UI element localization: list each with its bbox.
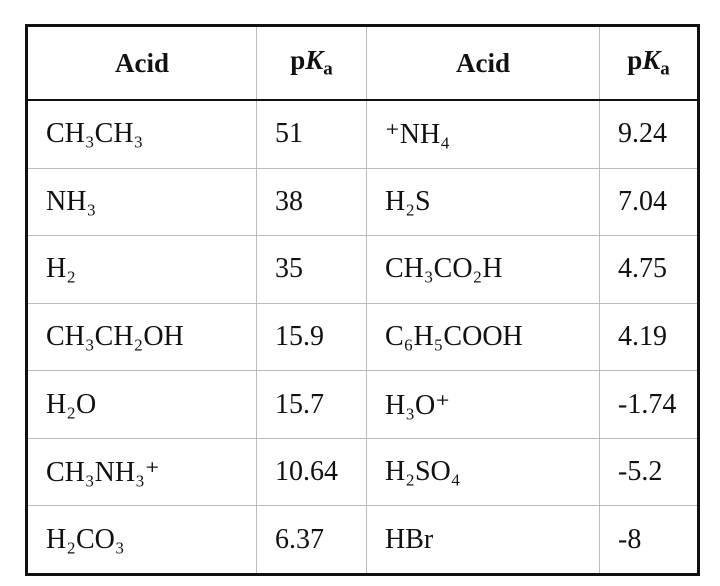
header-cell: Acid [26,25,257,101]
header-cell: Acid [366,25,600,101]
header-text: a [323,58,333,80]
header-cell: pKa [599,25,699,101]
acid-cell: H₃O⁺ [366,370,600,439]
pka-cell: -5.2 [599,437,699,507]
pka-cell: 10.64 [256,437,367,507]
acid-cell: H₂SO₄ [366,437,600,507]
acid-cell: H₂O [26,370,257,439]
header-text: K [642,45,661,76]
header-text: a [660,58,670,80]
table-head: Acid pKa Acid pKa [26,25,699,101]
pka-cell: 15.9 [256,302,367,372]
acid-cell: CH₃NH₃⁺ [26,437,257,507]
header-text: K [305,45,324,76]
acid-cell: CH₃CO₂H [366,235,600,304]
header-text: p [627,45,643,76]
pka-cell: -8 [599,505,699,575]
acid-cell: H₂ [26,235,257,304]
acid-cell: NH₃ [26,167,257,237]
table-row: CH₃CH₂OH 15.9 C₆H₅COOH 4.19 [26,302,699,372]
table-row: CH₃CH₃ 51 ⁺NH₄ 9.24 [26,99,699,169]
acid-cell: CH₃CH₂OH [26,302,257,372]
table-row: H₂O 15.7 H₃O⁺ -1.74 [26,370,699,439]
header-row: Acid pKa Acid pKa [26,25,699,101]
table-row: CH₃NH₃⁺ 10.64 H₂SO₄ -5.2 [26,437,699,507]
pka-cell: 6.37 [256,505,367,575]
acid-cell: H₂S [366,167,600,237]
pka-cell: 7.04 [599,167,699,237]
pka-cell: 4.75 [599,235,699,304]
pka-cell: 4.19 [599,302,699,372]
pka-cell: 51 [256,99,367,169]
table-row: H₂ 35 CH₃CO₂H 4.75 [26,235,699,304]
pka-cell: 35 [256,235,367,304]
acid-cell: HBr [366,505,600,575]
pka-cell: 15.7 [256,370,367,439]
table-row: H₂CO₃ 6.37 HBr -8 [26,505,699,575]
acid-cell: CH₃CH₃ [26,99,257,169]
acid-cell: H₂CO₃ [26,505,257,575]
pka-cell: 38 [256,167,367,237]
acid-cell: ⁺NH₄ [366,99,600,169]
acid-cell: C₆H₅COOH [366,302,600,372]
pka-cell: -1.74 [599,370,699,439]
header-cell: pKa [256,25,367,101]
pka-cell: 9.24 [599,99,699,169]
header-text: p [290,45,306,76]
table-row: NH₃ 38 H₂S 7.04 [26,167,699,237]
table-body: CH₃CH₃ 51 ⁺NH₄ 9.24 NH₃ 38 H₂S 7.04 H₂ 35 CH₃CO₂H 4… [26,99,699,575]
pka-table: Acid pKa Acid pKa CH₃CH₃ 51 ⁺NH₄ 9.24 NH₃ 38 H… [25,24,700,576]
